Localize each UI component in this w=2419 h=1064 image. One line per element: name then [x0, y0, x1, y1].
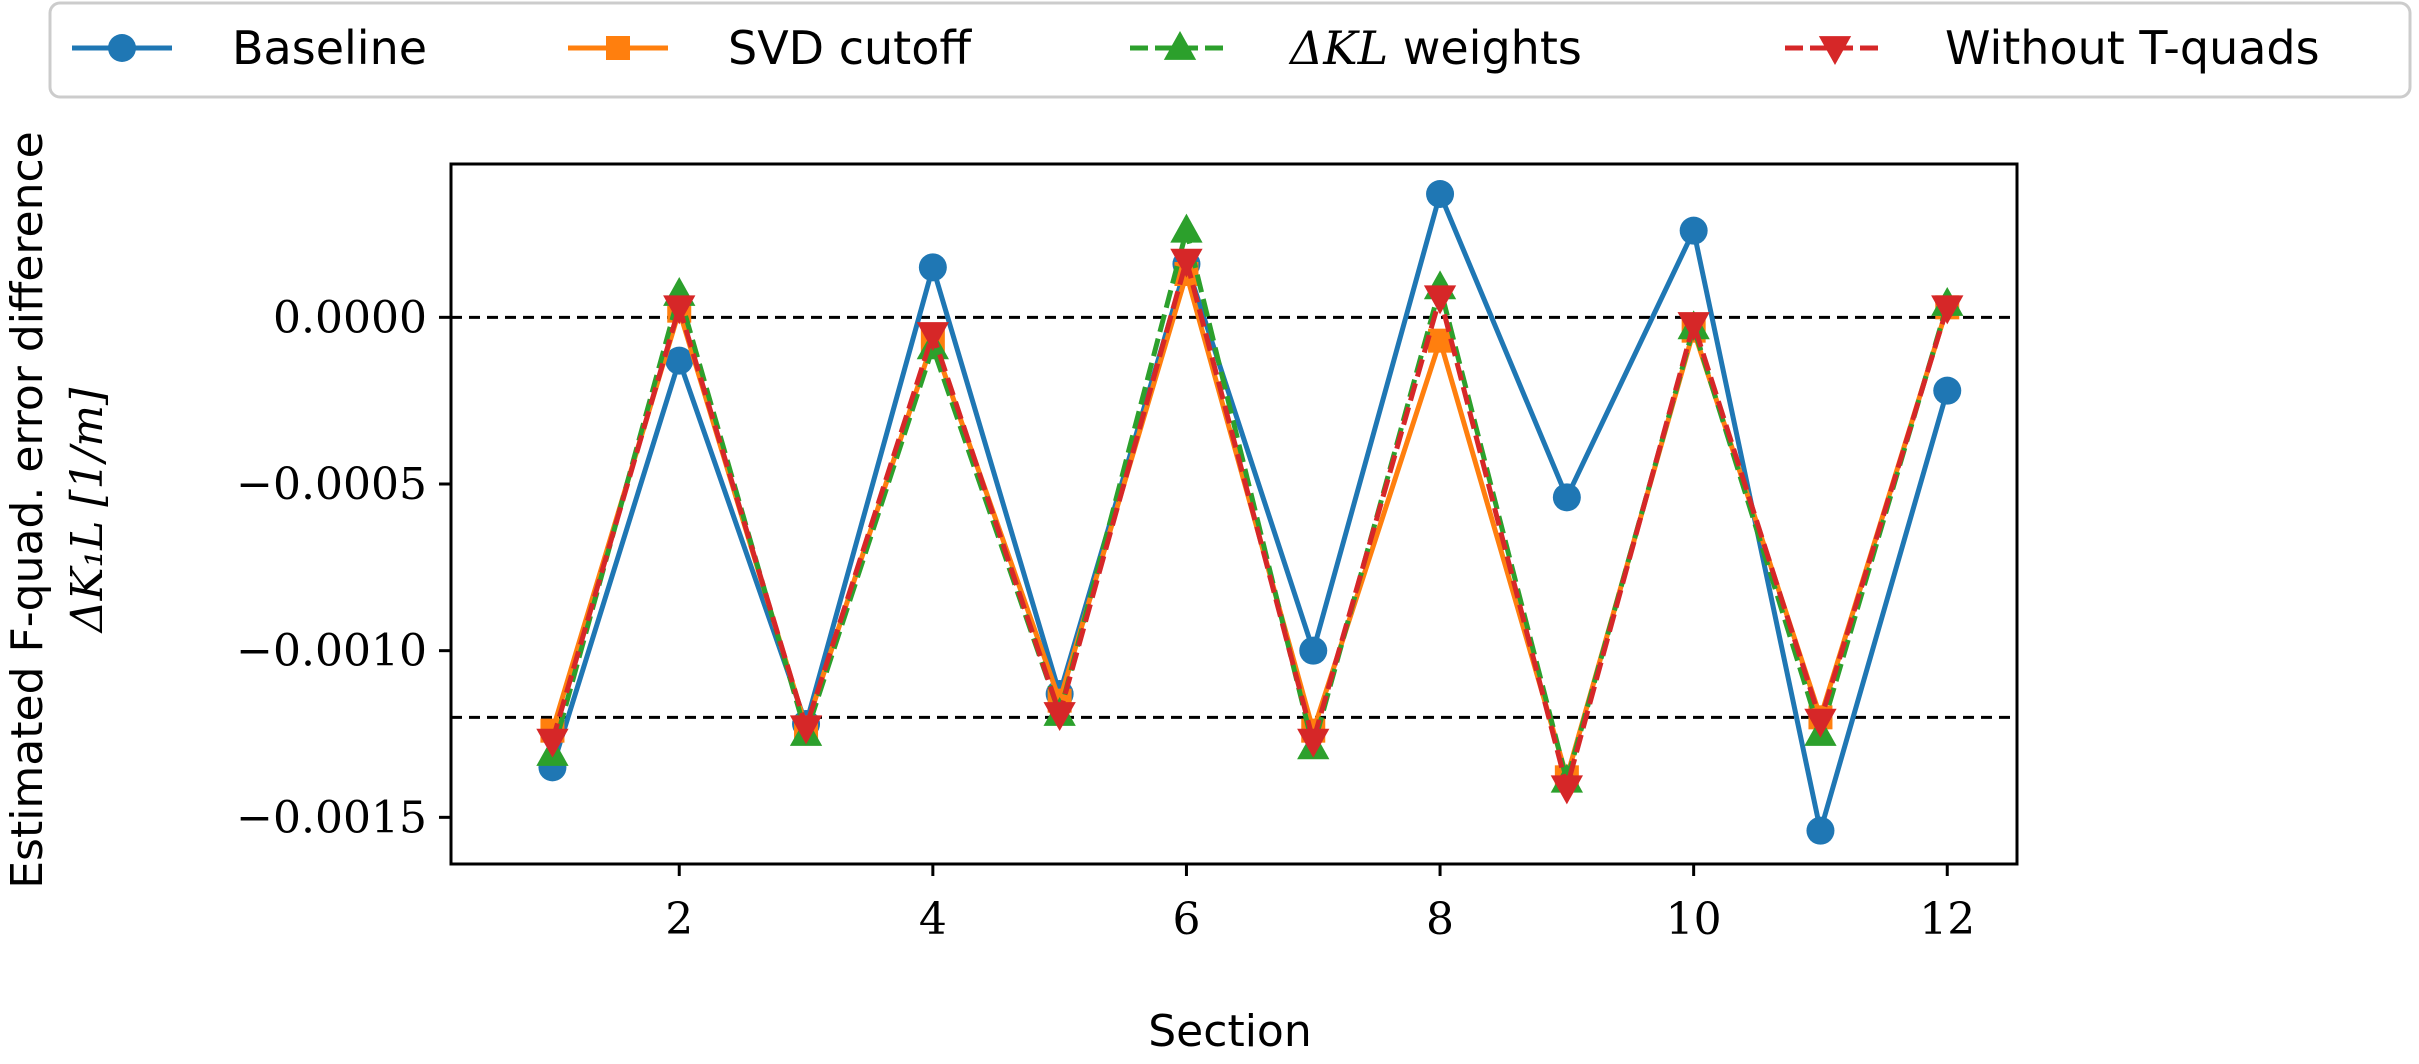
x-tick-label: 4: [919, 894, 947, 945]
reference-lines: [451, 315, 2017, 719]
data-point: [1297, 728, 1330, 758]
data-point: [1423, 285, 1457, 315]
plot-area: 0.0000 −0.0005 −0.0010 −0.0015 2 4 6 8 10 12: [236, 162, 2019, 945]
legend-marker: [1818, 36, 1852, 65]
data-point: [1806, 816, 1835, 845]
series-line: [550, 258, 1950, 790]
x-tick-label: 10: [1666, 894, 1722, 945]
x-tick-label: 6: [1172, 894, 1200, 945]
data-point: [1550, 775, 1584, 805]
x-tick-label: 8: [1426, 894, 1454, 945]
data-point: [1426, 180, 1455, 208]
legend-entries: Baseline SVD cutoff ΔKL weights Without T-q…: [72, 21, 2320, 75]
legend: Baseline SVD cutoff ΔKL weights Without T-q…: [48, 1, 2412, 99]
axes-background: [451, 164, 2017, 864]
y-tick-label: 0.0000: [273, 292, 427, 343]
legend-label: Without T-quads: [1945, 21, 2320, 75]
axes-frame: [449, 162, 2019, 866]
series-3: [536, 248, 1964, 805]
y-ticks: 0.0000 −0.0005 −0.0010 −0.0015: [236, 292, 451, 843]
y-tick-label: −0.0005: [236, 459, 427, 510]
series-layer: [536, 180, 1964, 845]
legend-label: Baseline: [232, 21, 427, 75]
data-point: [665, 346, 694, 375]
data-point: [1677, 312, 1710, 341]
x-tick-label: 12: [1919, 894, 1975, 945]
legend-entry: Baseline: [72, 21, 427, 75]
data-point: [1804, 708, 1837, 738]
legend-marker: [606, 36, 630, 60]
legend-entry: Without T-quads: [1785, 21, 2320, 75]
x-tick-label: 2: [665, 894, 693, 945]
legend-frame: [48, 1, 2412, 99]
series-line: [550, 228, 1950, 784]
data-point: [1170, 248, 1203, 278]
y-tick-label: −0.0015: [236, 792, 427, 843]
data-point: [1679, 216, 1708, 245]
legend-entry: ΔKL weights: [1130, 21, 1582, 75]
data-point: [663, 295, 696, 325]
legend-label: SVD cutoff: [728, 21, 972, 75]
legend-marker: [1163, 31, 1197, 60]
data-point: [789, 715, 823, 745]
x-axis-label: Section: [1148, 1006, 1311, 1057]
y-axis-label: Estimated F-quad. error difference: [2, 131, 53, 889]
legend-label: ΔKL weights: [1288, 21, 1582, 75]
data-point: [1170, 213, 1203, 243]
legend-marker: [108, 34, 136, 62]
data-point: [918, 253, 947, 282]
y-axis-label-math: ΔK₁L [1/m]: [62, 387, 113, 634]
data-point: [1428, 328, 1453, 353]
data-point: [1933, 376, 1962, 405]
data-point: [1043, 702, 1076, 731]
data-point: [1299, 636, 1328, 665]
data-point: [916, 322, 949, 351]
legend-entry: SVD cutoff: [568, 21, 972, 75]
y-tick-label: −0.0010: [236, 626, 427, 677]
data-point: [1552, 483, 1581, 512]
data-point: [1931, 295, 1964, 325]
data-point: [536, 728, 569, 758]
x-ticks: 2 4 6 8 10 12: [665, 864, 1975, 945]
